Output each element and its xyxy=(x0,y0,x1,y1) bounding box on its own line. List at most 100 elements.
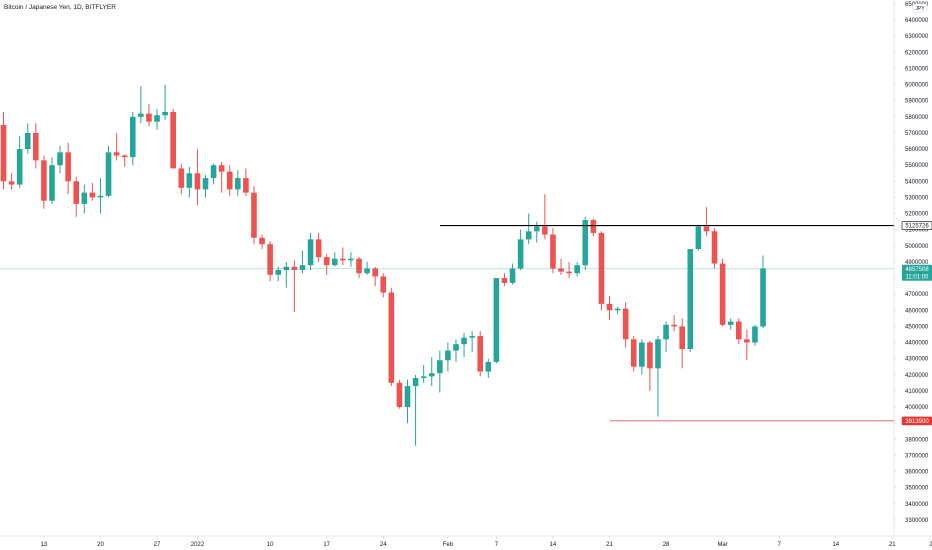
candle[interactable] xyxy=(582,216,589,270)
candle[interactable] xyxy=(162,84,168,121)
candle[interactable] xyxy=(243,168,249,196)
candle-body xyxy=(8,181,15,185)
candle[interactable] xyxy=(501,273,508,287)
candle[interactable] xyxy=(639,339,645,375)
candle[interactable] xyxy=(461,332,467,358)
candle[interactable] xyxy=(469,331,475,353)
candle[interactable] xyxy=(614,307,621,314)
candle[interactable] xyxy=(542,194,548,240)
candle[interactable] xyxy=(97,178,104,214)
candle[interactable] xyxy=(267,240,273,282)
candle[interactable] xyxy=(606,295,613,320)
candle[interactable] xyxy=(372,266,378,287)
candle[interactable] xyxy=(517,229,524,270)
candle[interactable] xyxy=(129,112,136,166)
candle[interactable] xyxy=(235,170,241,196)
candle[interactable] xyxy=(396,379,403,409)
candle[interactable] xyxy=(695,224,702,251)
candle[interactable] xyxy=(404,379,411,424)
candle[interactable] xyxy=(81,184,88,214)
candle[interactable] xyxy=(170,108,176,169)
candle[interactable] xyxy=(703,207,710,237)
candle[interactable] xyxy=(550,228,556,274)
candle[interactable] xyxy=(251,186,257,245)
candle[interactable] xyxy=(663,321,669,353)
candle[interactable] xyxy=(154,108,160,130)
candle[interactable] xyxy=(41,155,47,209)
candle[interactable] xyxy=(348,252,354,267)
candle[interactable] xyxy=(630,336,637,372)
candle[interactable] xyxy=(49,157,55,204)
candle[interactable] xyxy=(8,173,15,190)
candle[interactable] xyxy=(477,331,484,377)
candle[interactable] xyxy=(259,234,265,250)
candle[interactable] xyxy=(622,302,629,348)
candle[interactable] xyxy=(590,218,597,237)
candle[interactable] xyxy=(315,232,322,262)
candle[interactable] xyxy=(113,132,120,161)
candle[interactable] xyxy=(437,350,443,393)
candle[interactable] xyxy=(146,103,152,127)
candle[interactable] xyxy=(711,228,718,269)
candle[interactable] xyxy=(525,213,532,245)
candle[interactable] xyxy=(24,123,31,154)
candle[interactable] xyxy=(16,136,23,188)
candle[interactable] xyxy=(493,278,500,364)
candle[interactable] xyxy=(735,318,742,345)
candle[interactable] xyxy=(428,357,435,387)
candle[interactable] xyxy=(485,358,492,379)
candle[interactable] xyxy=(105,145,112,198)
candle[interactable] xyxy=(138,86,144,124)
candle[interactable] xyxy=(558,258,564,275)
currency-badge[interactable] xyxy=(912,3,928,13)
candle[interactable] xyxy=(218,161,225,193)
candle[interactable] xyxy=(275,266,282,282)
candle[interactable] xyxy=(687,249,694,353)
candle[interactable] xyxy=(598,231,605,311)
candle[interactable] xyxy=(226,165,233,196)
candle[interactable] xyxy=(752,324,758,346)
candle[interactable] xyxy=(760,255,766,329)
candle[interactable] xyxy=(121,153,128,167)
price-tick-label: 6300000 xyxy=(905,34,929,40)
candle[interactable] xyxy=(364,261,370,275)
candle[interactable] xyxy=(647,340,653,391)
candle[interactable] xyxy=(340,247,346,266)
candle[interactable] xyxy=(445,342,451,372)
candle[interactable] xyxy=(186,166,193,198)
candle[interactable] xyxy=(380,273,387,298)
candle[interactable] xyxy=(655,336,661,417)
candle[interactable] xyxy=(509,263,516,285)
candle[interactable] xyxy=(412,374,419,446)
time-axis[interactable]: 13 20 27 2022 10 17 24 Feb 7 14 21 28 Mar 7 14 21 26 xyxy=(41,536,932,548)
candle[interactable] xyxy=(283,261,290,288)
candle[interactable] xyxy=(420,365,427,383)
candle[interactable] xyxy=(727,318,734,330)
candle[interactable] xyxy=(323,253,330,275)
candle[interactable] xyxy=(307,232,314,270)
candle[interactable] xyxy=(671,315,677,332)
candle[interactable] xyxy=(356,257,362,279)
candle[interactable] xyxy=(57,145,63,174)
candle[interactable] xyxy=(202,174,209,198)
candle[interactable] xyxy=(566,261,572,279)
candle[interactable] xyxy=(679,318,686,369)
candle[interactable] xyxy=(210,163,217,185)
candle[interactable] xyxy=(89,182,96,201)
candle[interactable] xyxy=(65,142,71,195)
candle[interactable] xyxy=(331,252,338,267)
candle[interactable] xyxy=(0,112,7,190)
candle[interactable] xyxy=(719,258,726,327)
candle[interactable] xyxy=(194,149,201,206)
candle[interactable] xyxy=(388,287,395,387)
candle[interactable] xyxy=(33,123,39,169)
candle-body xyxy=(380,276,387,293)
candle[interactable] xyxy=(299,250,306,274)
candle[interactable] xyxy=(574,261,580,277)
candle[interactable] xyxy=(744,329,750,361)
candle[interactable] xyxy=(453,339,459,362)
candle[interactable] xyxy=(73,176,80,217)
candle[interactable] xyxy=(178,163,185,195)
candle-body xyxy=(105,152,112,196)
